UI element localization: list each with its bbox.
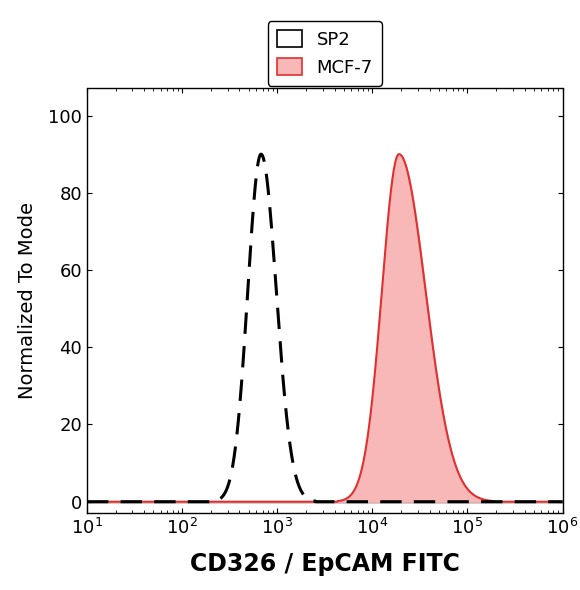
Legend: SP2, MCF-7: SP2, MCF-7: [268, 21, 382, 86]
X-axis label: CD326 / EpCAM FITC: CD326 / EpCAM FITC: [190, 552, 460, 576]
Y-axis label: Normalized To Mode: Normalized To Mode: [18, 202, 37, 399]
